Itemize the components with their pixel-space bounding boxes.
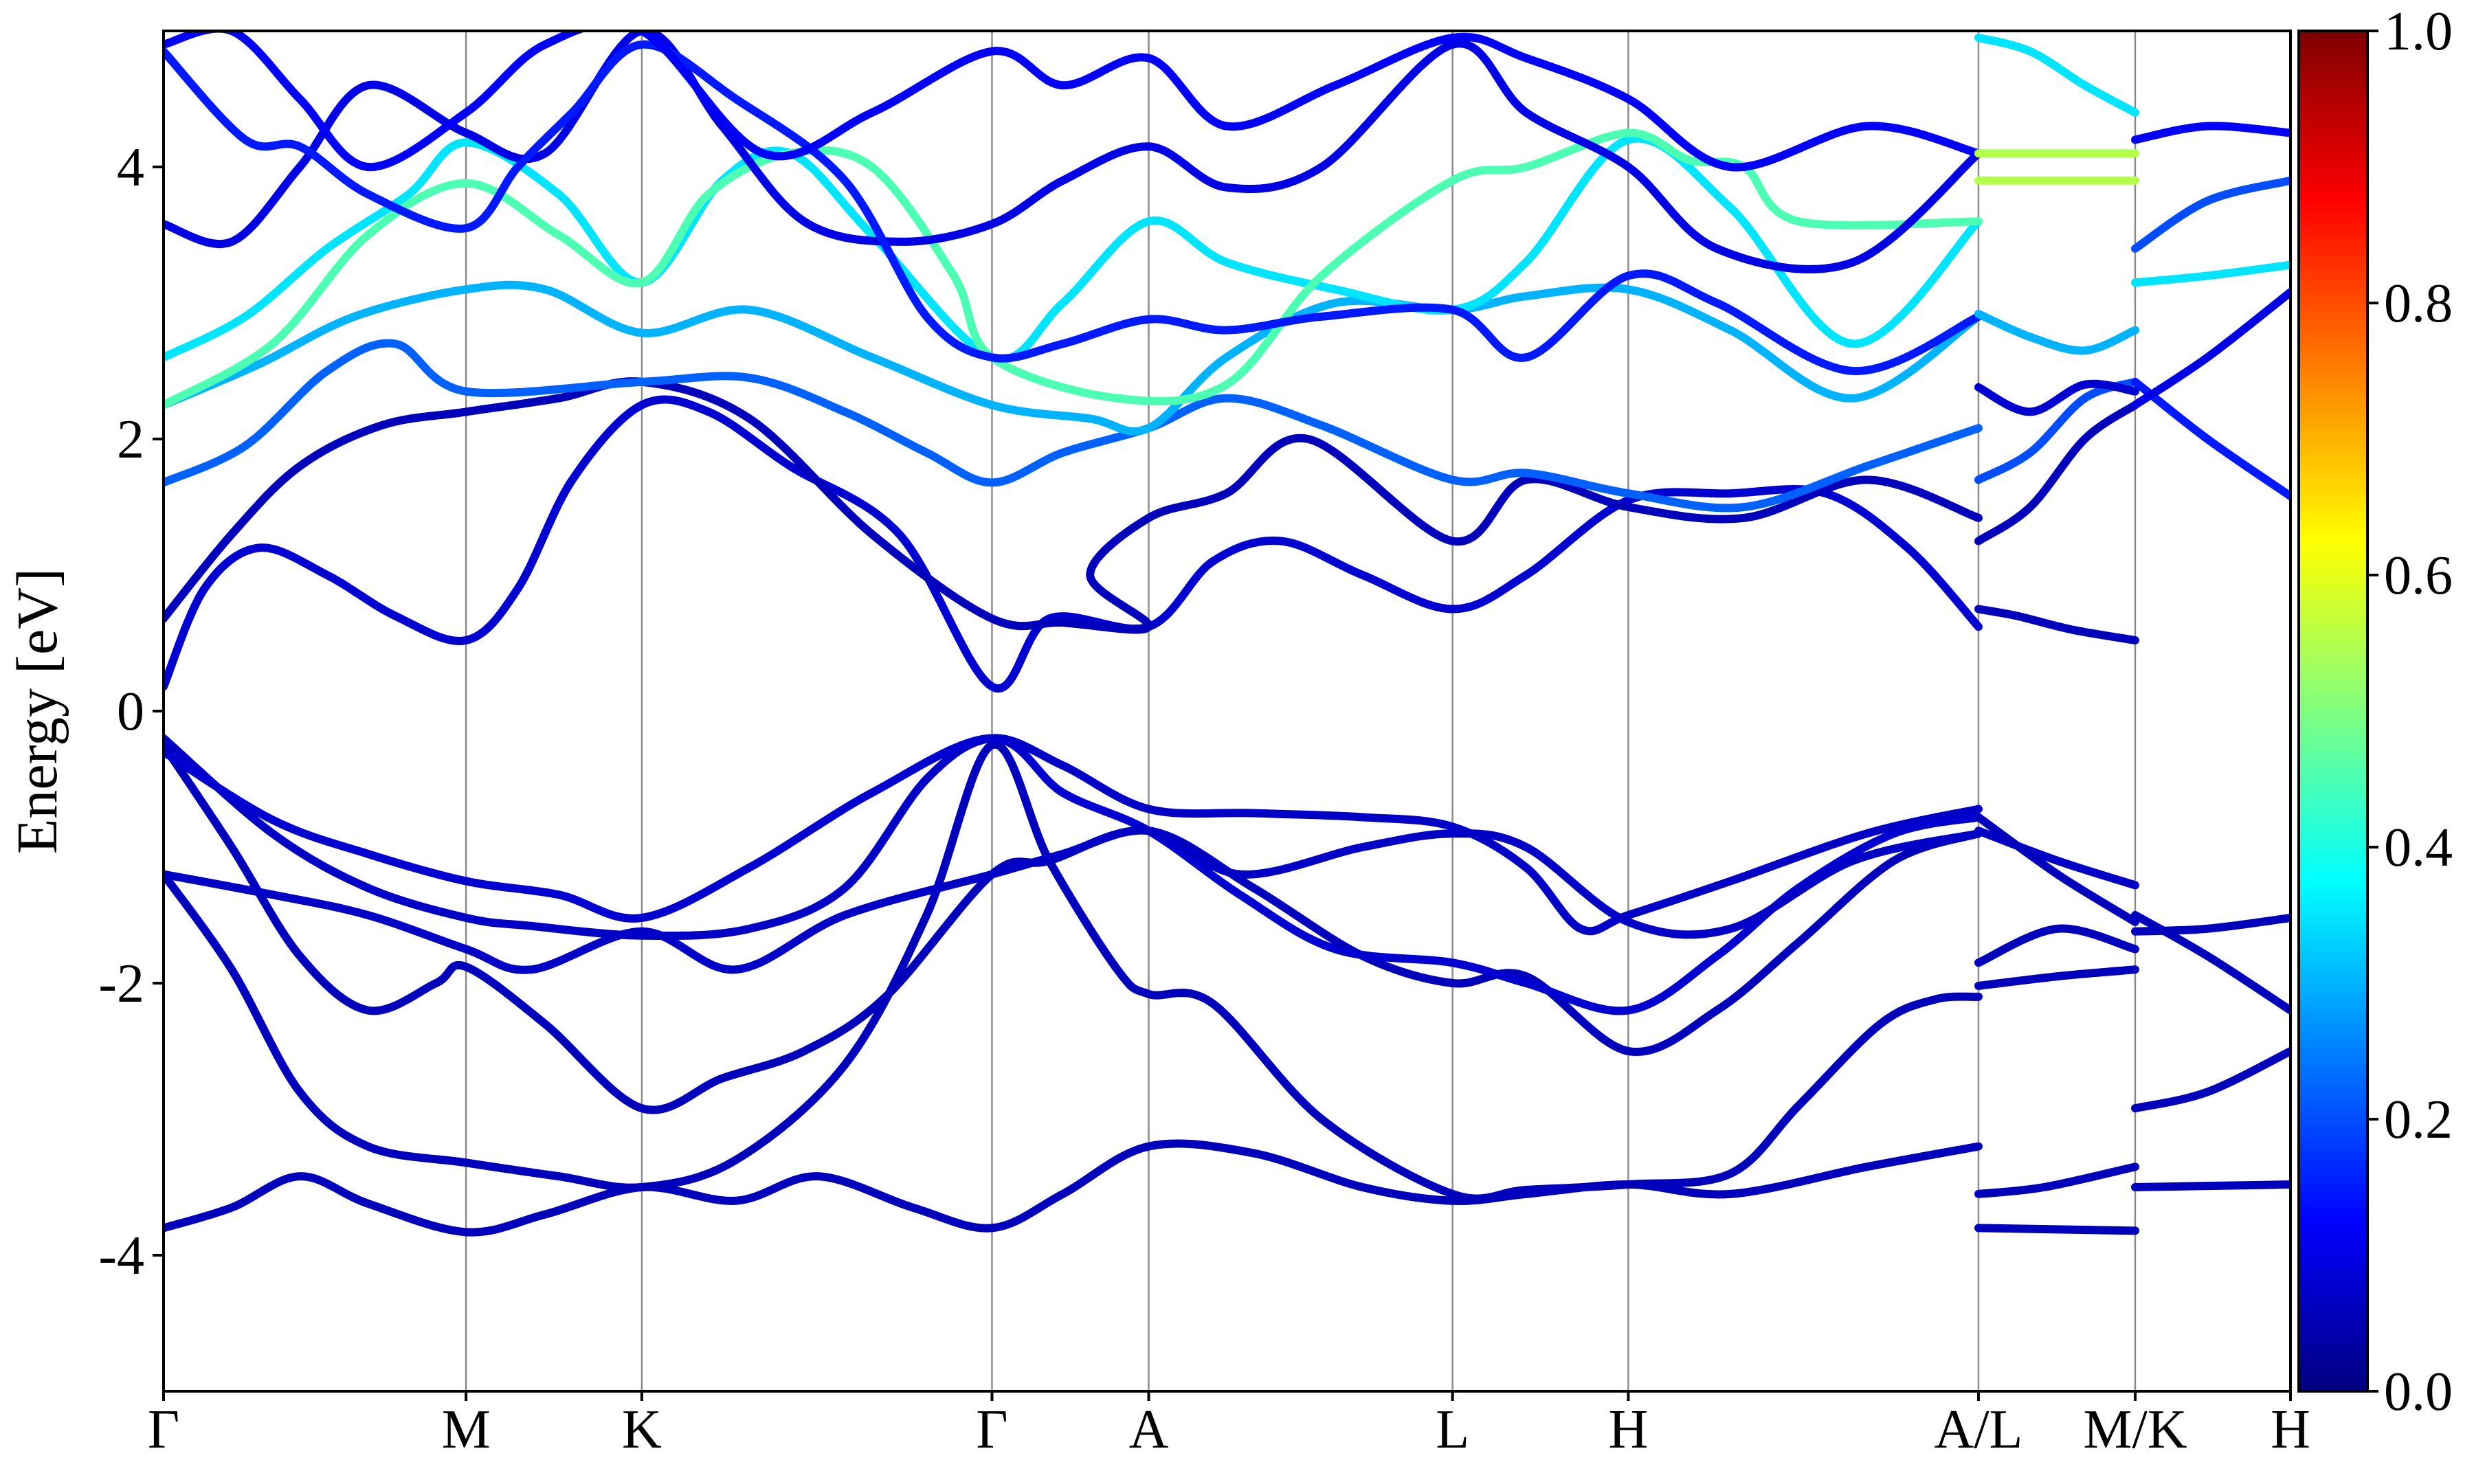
band-line: [164, 826, 1983, 974]
band-line: [2130, 913, 2291, 936]
band-line: [2130, 377, 2291, 501]
band-line: [2130, 122, 2291, 144]
band-line: [1974, 924, 2139, 967]
colorbar-ticks: 0.0 0.2 0.4 0.6 0.8 1.0: [2367, 1, 2453, 1422]
band-line: [2130, 1180, 2291, 1191]
band-line: [164, 395, 1983, 693]
colorbar-tick-label: 1.0: [2384, 1, 2453, 62]
x-axis-ticks: Γ M K Γ A L H A/L M/K H: [148, 1391, 2310, 1460]
x-tick-label: L: [1436, 1399, 1469, 1460]
x-tick-label: A: [1129, 1399, 1169, 1460]
band-line: [1974, 813, 2139, 926]
colorbar-tick-label: 0.2: [2384, 1090, 2453, 1150]
band-line: [164, 740, 1983, 1203]
band-line: [164, 40, 1983, 376]
y-tick-label: 0: [117, 682, 144, 742]
y-tick-label: -4: [98, 1226, 144, 1286]
band-line: [164, 134, 1983, 363]
band-line: [1974, 1162, 2139, 1198]
band-line: [164, 339, 1983, 513]
band-line: [1974, 965, 2139, 990]
colorbar-tick-label: 0.4: [2384, 818, 2453, 878]
band-line: [1974, 401, 2139, 546]
x-tick-label: M: [442, 1399, 491, 1460]
x-tick-label: Γ: [148, 1399, 179, 1460]
band-line: [164, 280, 1983, 436]
band-line: [2130, 911, 2291, 1015]
y-axis-label: Energy [eV]: [5, 568, 69, 854]
x-tick-label: K: [622, 1399, 662, 1460]
band-line: [1974, 827, 2139, 890]
band-line: [1974, 379, 2139, 416]
band-line: [1974, 1224, 2139, 1235]
band-line: [1974, 33, 2139, 117]
band-line: [2130, 288, 2291, 409]
y-axis-ticks: -4 -2 0 2 4: [98, 137, 164, 1286]
x-tick-label: M/K: [2083, 1399, 2187, 1460]
band-line: [164, 31, 1983, 172]
x-tick-label: Γ: [976, 1399, 1007, 1460]
k-point-gridlines: [465, 31, 2137, 1391]
band-line: [164, 734, 1983, 1015]
band-line: [164, 377, 1983, 634]
colorbar-tick-label: 0.0: [2384, 1362, 2453, 1422]
colorbar: [2297, 30, 2369, 1393]
x-tick-label: H: [1609, 1399, 1649, 1460]
y-tick-label: 2: [117, 409, 144, 470]
x-tick-label: H: [2271, 1399, 2310, 1460]
band-line: [1974, 605, 2139, 645]
band-line: [164, 31, 1983, 273]
colorbar-tick-label: 0.6: [2384, 546, 2453, 606]
band-line: [1974, 309, 2139, 355]
x-tick-label: A/L: [1935, 1399, 2023, 1460]
band-lines: [164, 31, 2291, 1237]
y-tick-label: -2: [98, 954, 144, 1014]
band-line: [2130, 1047, 2291, 1113]
colorbar-tick-label: 0.8: [2384, 273, 2453, 334]
y-tick-label: 4: [117, 137, 144, 198]
band-line: [2130, 176, 2291, 253]
band-line: [2130, 260, 2291, 287]
